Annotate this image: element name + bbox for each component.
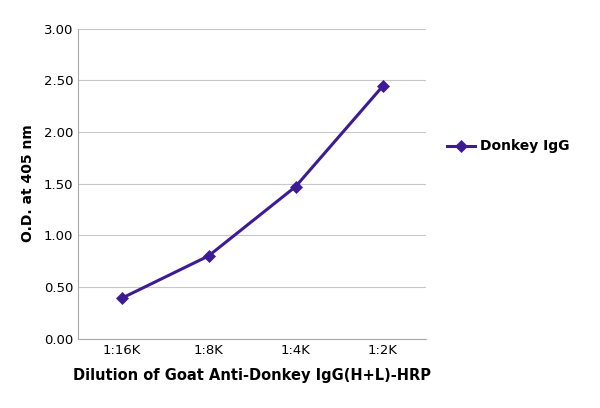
Line: Donkey IgG: Donkey IgG <box>118 82 386 302</box>
X-axis label: Dilution of Goat Anti-Donkey IgG(H+L)-HRP: Dilution of Goat Anti-Donkey IgG(H+L)-HR… <box>73 368 431 383</box>
Legend: Donkey IgG: Donkey IgG <box>447 140 569 153</box>
Donkey IgG <box>379 84 386 89</box>
Donkey IgG <box>292 184 299 189</box>
Y-axis label: O.D. at 405 nm: O.D. at 405 nm <box>22 125 35 242</box>
Donkey IgG <box>205 253 212 258</box>
Donkey IgG <box>118 296 125 301</box>
